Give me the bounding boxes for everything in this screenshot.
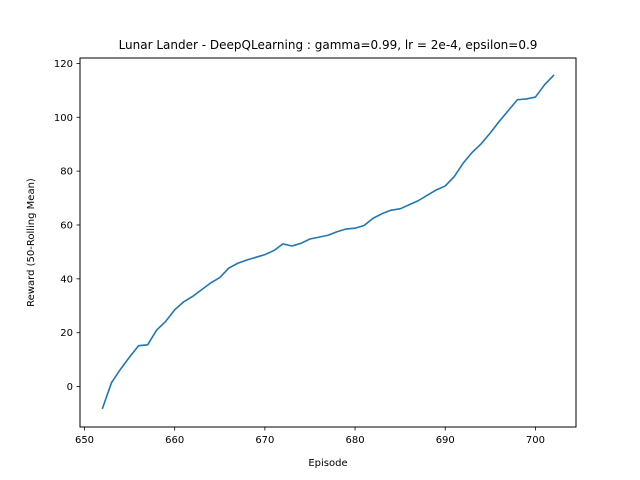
axes-frame [79,57,577,428]
data-point [462,162,464,164]
data-point [345,228,347,230]
data-point [490,132,492,134]
y-tick-label: 40 [60,274,73,285]
data-point [291,245,293,247]
data-point [228,267,230,269]
data-point [544,84,546,86]
data-point [399,208,401,210]
data-point [246,259,248,261]
series-line [101,74,555,410]
x-tick-label: 680 [346,435,365,446]
data-point [282,243,284,245]
data-point [499,121,501,123]
y-tick-label: 20 [60,328,73,339]
x-axis-label: Episode [308,458,347,469]
data-point [453,176,455,178]
y-axis-ticks: 0 20 40 60 80 100 120 [54,59,80,393]
data-point [156,329,158,331]
data-point [435,189,437,191]
y-tick-label: 120 [54,59,73,70]
data-point [201,289,203,291]
data-point [183,301,185,303]
data-point [508,110,510,112]
data-point [535,96,537,98]
x-tick-label: 660 [165,435,184,446]
data-point [526,98,528,100]
data-point [417,200,419,202]
data-point [138,345,140,347]
data-point [444,185,446,187]
data-point [390,209,392,211]
data-point [192,296,194,298]
x-tick-label: 650 [75,435,94,446]
y-tick-label: 100 [54,113,73,124]
x-tick-label: 700 [526,435,545,446]
data-point [264,254,266,256]
y-axis-label: Reward (50-Rolling Mean) [26,178,37,307]
data-point [327,234,329,236]
data-point [471,151,473,153]
data-point [553,75,555,77]
data-point [165,321,167,323]
data-point [336,231,338,233]
plot-area [101,74,555,410]
x-axis-ticks: 650 660 670 680 690 700 [75,427,545,446]
data-point [381,213,383,215]
data-point [102,407,104,409]
data-point [517,99,519,101]
y-tick-label: 0 [67,382,73,393]
chart-title: Lunar Lander - DeepQLearning : gamma=0.9… [119,38,538,52]
data-point [120,368,122,370]
data-point [363,225,365,227]
data-point [111,382,113,384]
data-point [219,277,221,279]
x-tick-label: 670 [255,435,274,446]
data-point [129,356,131,358]
data-point [309,238,311,240]
data-point [408,204,410,206]
data-point [318,236,320,238]
y-tick-label: 60 [60,220,73,231]
data-point [481,143,483,145]
data-point [174,309,176,311]
data-point [147,344,149,346]
data-point [372,217,374,219]
data-point [300,243,302,245]
data-point [237,262,239,264]
data-point [354,227,356,229]
x-tick-label: 690 [436,435,455,446]
y-tick-label: 80 [60,167,73,178]
data-point [273,250,275,252]
data-point [426,195,428,197]
data-point [255,257,257,259]
data-point [210,282,212,284]
